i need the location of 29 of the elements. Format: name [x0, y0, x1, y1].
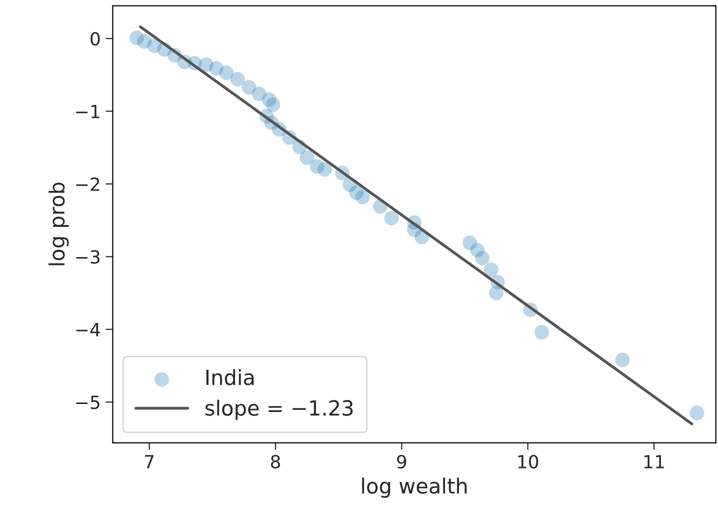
legend-label: slope = −1.23 — [206, 400, 353, 420]
point — [475, 250, 490, 266]
point — [300, 150, 314, 166]
y-tick-label: −3 — [76, 250, 100, 264]
y-axis-title: log prob — [48, 182, 69, 266]
point — [230, 72, 245, 87]
x-tick-label: 8 — [270, 454, 280, 469]
point — [317, 162, 332, 177]
x-tick-label: 9 — [397, 454, 406, 469]
point — [615, 352, 630, 368]
legend-label: India — [206, 369, 254, 386]
point — [242, 80, 256, 95]
x-tick-label: 7 — [145, 455, 154, 468]
point — [690, 406, 704, 420]
y-tick-label: 0 — [90, 32, 100, 46]
point — [219, 65, 234, 80]
x-tick-label: 11 — [644, 455, 664, 468]
point — [534, 324, 550, 340]
point — [266, 97, 280, 112]
x-tick-label: 10 — [518, 454, 538, 469]
y-tick-label: −2 — [76, 177, 100, 191]
point — [489, 286, 504, 300]
point — [384, 210, 399, 226]
y-tick-label: −5 — [76, 396, 100, 410]
x-axis-title: log wealth — [362, 478, 467, 498]
y-tick-label: −4 — [76, 323, 100, 336]
point — [484, 262, 499, 278]
y-tick-label: −1 — [76, 104, 100, 118]
point — [355, 190, 370, 204]
